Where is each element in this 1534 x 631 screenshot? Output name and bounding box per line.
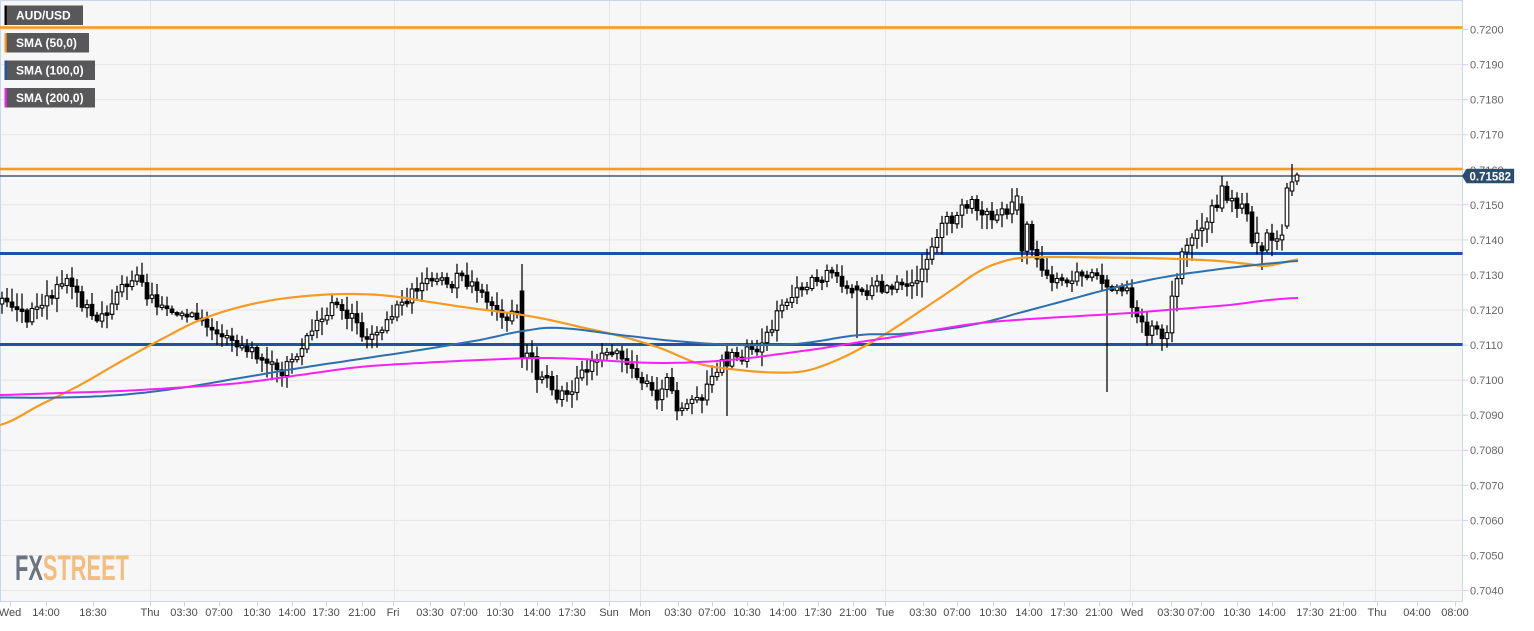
svg-text:Thu: Thu [1368,607,1387,619]
svg-text:SMA (100,0): SMA (100,0) [16,64,84,78]
svg-text:0.7060: 0.7060 [1470,515,1504,527]
svg-text:AUD/USD: AUD/USD [16,9,71,23]
svg-text:14:00: 14:00 [523,607,551,619]
svg-text:Thu: Thu [141,607,160,619]
svg-text:0.7070: 0.7070 [1470,480,1504,492]
svg-text:0.71582: 0.71582 [1470,171,1512,183]
svg-text:0.7080: 0.7080 [1470,445,1504,457]
svg-text:07:00: 07:00 [943,607,971,619]
svg-text:Sun: Sun [599,607,619,619]
svg-text:17:30: 17:30 [1296,607,1324,619]
svg-text:SMA (200,0): SMA (200,0) [16,91,84,105]
svg-text:17:30: 17:30 [1050,607,1078,619]
svg-text:07:00: 07:00 [1187,607,1215,619]
svg-text:0.7110: 0.7110 [1470,340,1503,352]
svg-text:07:00: 07:00 [698,607,726,619]
svg-text:0.7180: 0.7180 [1470,95,1504,107]
svg-text:0.7190: 0.7190 [1470,60,1504,72]
svg-text:21:00: 21:00 [839,607,867,619]
svg-text:Fri: Fri [387,607,400,619]
svg-text:Wed: Wed [1121,607,1143,619]
svg-text:0.7200: 0.7200 [1470,25,1504,37]
svg-text:08:00: 08:00 [1441,607,1469,619]
svg-text:FXSTREET: FXSTREET [15,548,129,588]
svg-text:0.7050: 0.7050 [1470,550,1504,562]
svg-text:03:30: 03:30 [664,607,692,619]
svg-text:Wed: Wed [0,607,21,619]
svg-text:0.7140: 0.7140 [1470,235,1504,247]
svg-text:17:30: 17:30 [804,607,832,619]
svg-text:14:00: 14:00 [1258,607,1286,619]
svg-text:03:30: 03:30 [416,607,444,619]
svg-text:07:00: 07:00 [450,607,478,619]
svg-text:Tue: Tue [876,607,895,619]
svg-text:10:30: 10:30 [486,607,514,619]
svg-text:0.7040: 0.7040 [1470,586,1504,598]
svg-text:10:30: 10:30 [243,607,271,619]
svg-text:21:00: 21:00 [1329,607,1357,619]
svg-text:17:30: 17:30 [312,607,340,619]
svg-text:14:00: 14:00 [278,607,306,619]
svg-text:21:00: 21:00 [348,607,376,619]
svg-text:03:30: 03:30 [170,607,198,619]
svg-text:21:00: 21:00 [1085,607,1113,619]
svg-text:0.7150: 0.7150 [1470,200,1504,212]
svg-text:0.7090: 0.7090 [1470,410,1504,422]
svg-text:0.7100: 0.7100 [1470,375,1504,387]
svg-text:10:30: 10:30 [979,607,1007,619]
svg-text:04:00: 04:00 [1403,607,1431,619]
svg-text:14:00: 14:00 [1015,607,1043,619]
svg-text:SMA (50,0): SMA (50,0) [16,36,77,50]
svg-text:07:00: 07:00 [205,607,233,619]
svg-text:Mon: Mon [629,607,650,619]
svg-text:0.7130: 0.7130 [1470,270,1504,282]
svg-text:10:30: 10:30 [733,607,761,619]
svg-text:14:00: 14:00 [32,607,60,619]
svg-text:14:00: 14:00 [769,607,797,619]
svg-text:18:30: 18:30 [79,607,107,619]
svg-text:0.7120: 0.7120 [1470,305,1504,317]
svg-text:0.7170: 0.7170 [1470,130,1504,142]
svg-text:10:30: 10:30 [1223,607,1251,619]
svg-text:03:30: 03:30 [1157,607,1185,619]
svg-text:17:30: 17:30 [558,607,586,619]
svg-text:03:30: 03:30 [909,607,937,619]
